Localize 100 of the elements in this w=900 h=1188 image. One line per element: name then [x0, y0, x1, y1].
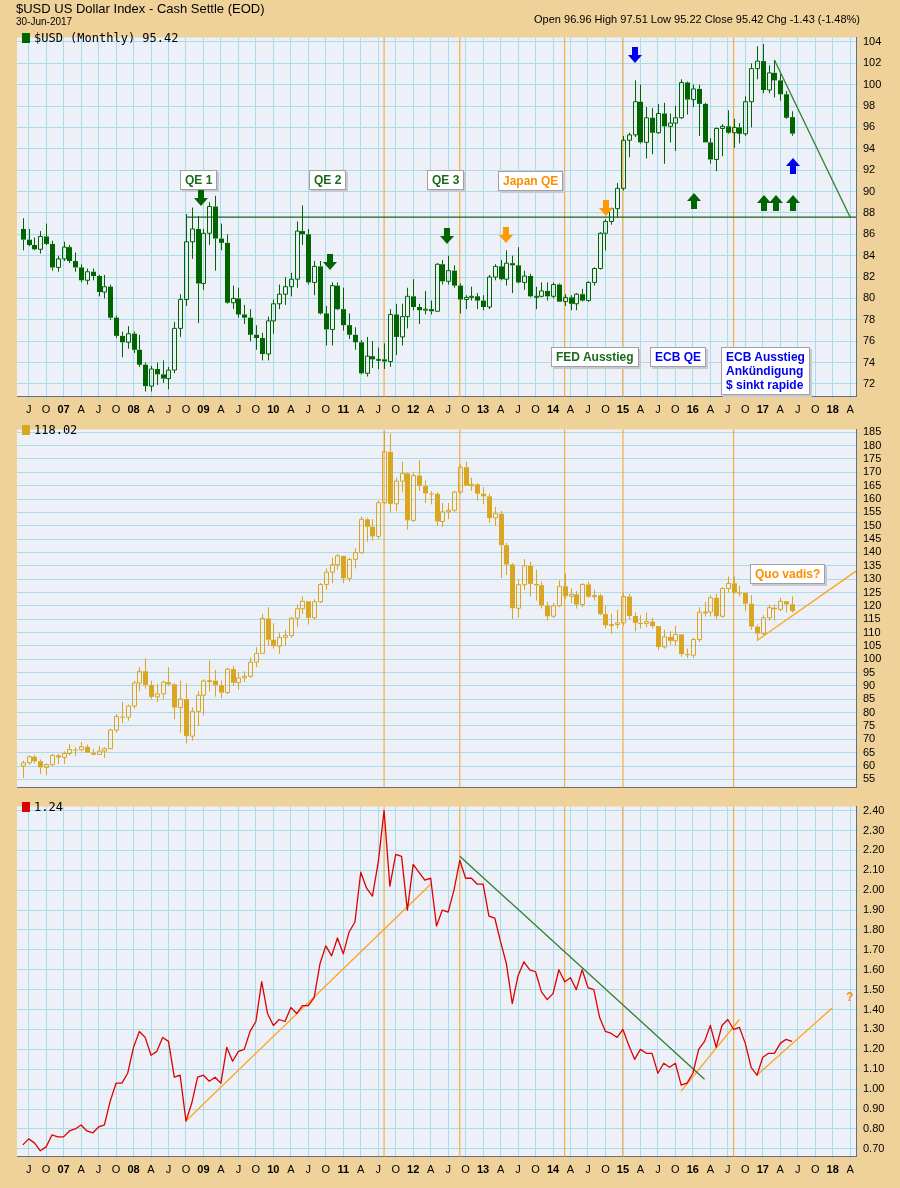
- y-tick-label: 90: [863, 678, 876, 691]
- x-tick-label: J: [235, 1163, 242, 1176]
- y-tick-label: 94: [863, 141, 876, 154]
- x-tick-label: A: [357, 403, 366, 416]
- x-tick-label: 10: [267, 1163, 280, 1176]
- y-tick-label: 165: [863, 478, 882, 491]
- x-tick-label: O: [461, 1163, 471, 1176]
- x-tick-label: 08: [127, 403, 140, 416]
- y-tick-label: 85: [863, 692, 876, 705]
- x-tick-label: J: [725, 1163, 731, 1176]
- legend-label: 118.02: [34, 423, 78, 437]
- y-tick-label: 90: [863, 184, 876, 197]
- x-tick-label: O: [531, 403, 541, 416]
- y-tick-label: 74: [863, 355, 876, 368]
- annotation: Quo vadis?: [750, 564, 826, 584]
- x-tick-label: A: [147, 1163, 156, 1176]
- y-tick-label: 185: [863, 425, 882, 438]
- x-tick-label: O: [671, 403, 681, 416]
- x-tick-label: J: [165, 403, 172, 416]
- x-tick-label: A: [77, 1163, 86, 1176]
- x-tick-label: A: [496, 403, 505, 416]
- y-tick-label: 115: [863, 612, 881, 625]
- x-tick-label: J: [305, 403, 312, 416]
- x-tick-label: A: [287, 403, 296, 416]
- annotation: QE 1: [180, 170, 218, 190]
- y-tick-label: 98: [863, 99, 876, 112]
- y-tick-label: 160: [863, 492, 882, 505]
- x-tick-label: A: [776, 403, 785, 416]
- x-tick-label: O: [41, 1163, 51, 1176]
- legend-label: 1.24: [34, 800, 63, 814]
- x-tick-label: J: [95, 403, 102, 416]
- x-tick-label: J: [585, 1163, 591, 1176]
- x-tick-label: A: [706, 403, 715, 416]
- chart-subtitle: 30-Jun-2017: [16, 16, 73, 27]
- y-tick-label: 0.90: [863, 1102, 885, 1115]
- x-tick-label: A: [496, 1163, 505, 1176]
- x-tick-label: A: [636, 1163, 645, 1176]
- x-tick-label: J: [375, 403, 381, 416]
- y-tick-label: 104: [863, 34, 882, 47]
- y-tick-label: 75: [863, 719, 876, 732]
- x-tick-label: J: [725, 403, 731, 416]
- y-tick-label: 0.70: [863, 1141, 885, 1154]
- x-tick-label: A: [427, 1163, 435, 1176]
- x-tick-label: O: [391, 403, 401, 416]
- x-tick-label: A: [427, 403, 435, 416]
- y-tick-label: 180: [863, 438, 882, 451]
- y-tick-label: 2.40: [863, 803, 885, 816]
- y-tick-label: 170: [863, 465, 882, 478]
- y-tick-label: 125: [863, 585, 882, 598]
- x-tick-label: J: [515, 403, 521, 416]
- y-tick-label: 145: [863, 532, 882, 545]
- y-tick-label: 70: [863, 732, 876, 745]
- x-tick-label: O: [601, 1163, 611, 1176]
- x-tick-label: A: [776, 1163, 785, 1176]
- x-tick-label: A: [846, 1163, 855, 1176]
- y-tick-label: 2.10: [863, 863, 885, 876]
- x-tick-label: 12: [407, 1163, 420, 1176]
- x-tick-label: J: [235, 403, 242, 416]
- y-tick-label: 86: [863, 227, 876, 240]
- x-tick-label: J: [794, 403, 801, 416]
- x-tick-label: 10: [267, 403, 280, 416]
- x-tick-label: J: [165, 1163, 172, 1176]
- y-tick-label: 72: [863, 377, 876, 389]
- x-tick-label: 15: [616, 403, 630, 416]
- x-tick-label: A: [357, 1163, 366, 1176]
- y-tick-label: 65: [863, 745, 876, 758]
- x-tick-label: A: [846, 403, 855, 416]
- y-tick-label: 120: [863, 598, 882, 611]
- y-tick-label: 135: [863, 558, 882, 571]
- y-tick-label: 1.80: [863, 923, 885, 935]
- annotation: QE 2: [309, 170, 347, 190]
- x-tick-label: 17: [756, 1163, 769, 1176]
- y-tick-label: 1.20: [863, 1042, 885, 1055]
- x-tick-label: 09: [197, 1163, 210, 1176]
- legend-label: $USD (Monthly) 95.42: [34, 31, 179, 45]
- x-tick-label: 18: [826, 403, 839, 416]
- y-tick-label: 110: [863, 625, 881, 638]
- y-tick-label: 102: [863, 56, 882, 69]
- text: Open 96.96 High 97.51 Low 95.22 Close 95.42 Chg -1.43 (-1.48%): [534, 13, 860, 25]
- x-tick-label: O: [741, 1163, 751, 1176]
- annotation: ?: [846, 990, 854, 1004]
- y-tick-label: 1.00: [863, 1082, 885, 1095]
- y-tick-label: 1.10: [863, 1062, 885, 1075]
- x-tick-label: A: [636, 403, 645, 416]
- y-tick-label: 1.90: [863, 903, 885, 916]
- y-tick-label: 1.40: [863, 1002, 885, 1015]
- x-tick-label: O: [251, 1163, 261, 1176]
- y-tick-label: 2.30: [863, 823, 885, 836]
- annotation: ECB QE: [650, 347, 707, 367]
- y-tick-label: 92: [863, 163, 876, 176]
- annotation: Japan QE: [498, 171, 564, 191]
- x-tick-label: J: [655, 1163, 661, 1176]
- x-tick-label: O: [321, 1163, 331, 1176]
- chart-title: $USD US Dollar Index - Cash Settle (EOD): [16, 1, 265, 16]
- x-tick-label: J: [25, 403, 32, 416]
- y-tick-label: 82: [863, 270, 876, 283]
- x-tick-label: A: [287, 1163, 296, 1176]
- x-tick-label: O: [671, 1163, 681, 1176]
- y-tick-label: 130: [863, 572, 882, 585]
- x-tick-label: J: [585, 403, 591, 416]
